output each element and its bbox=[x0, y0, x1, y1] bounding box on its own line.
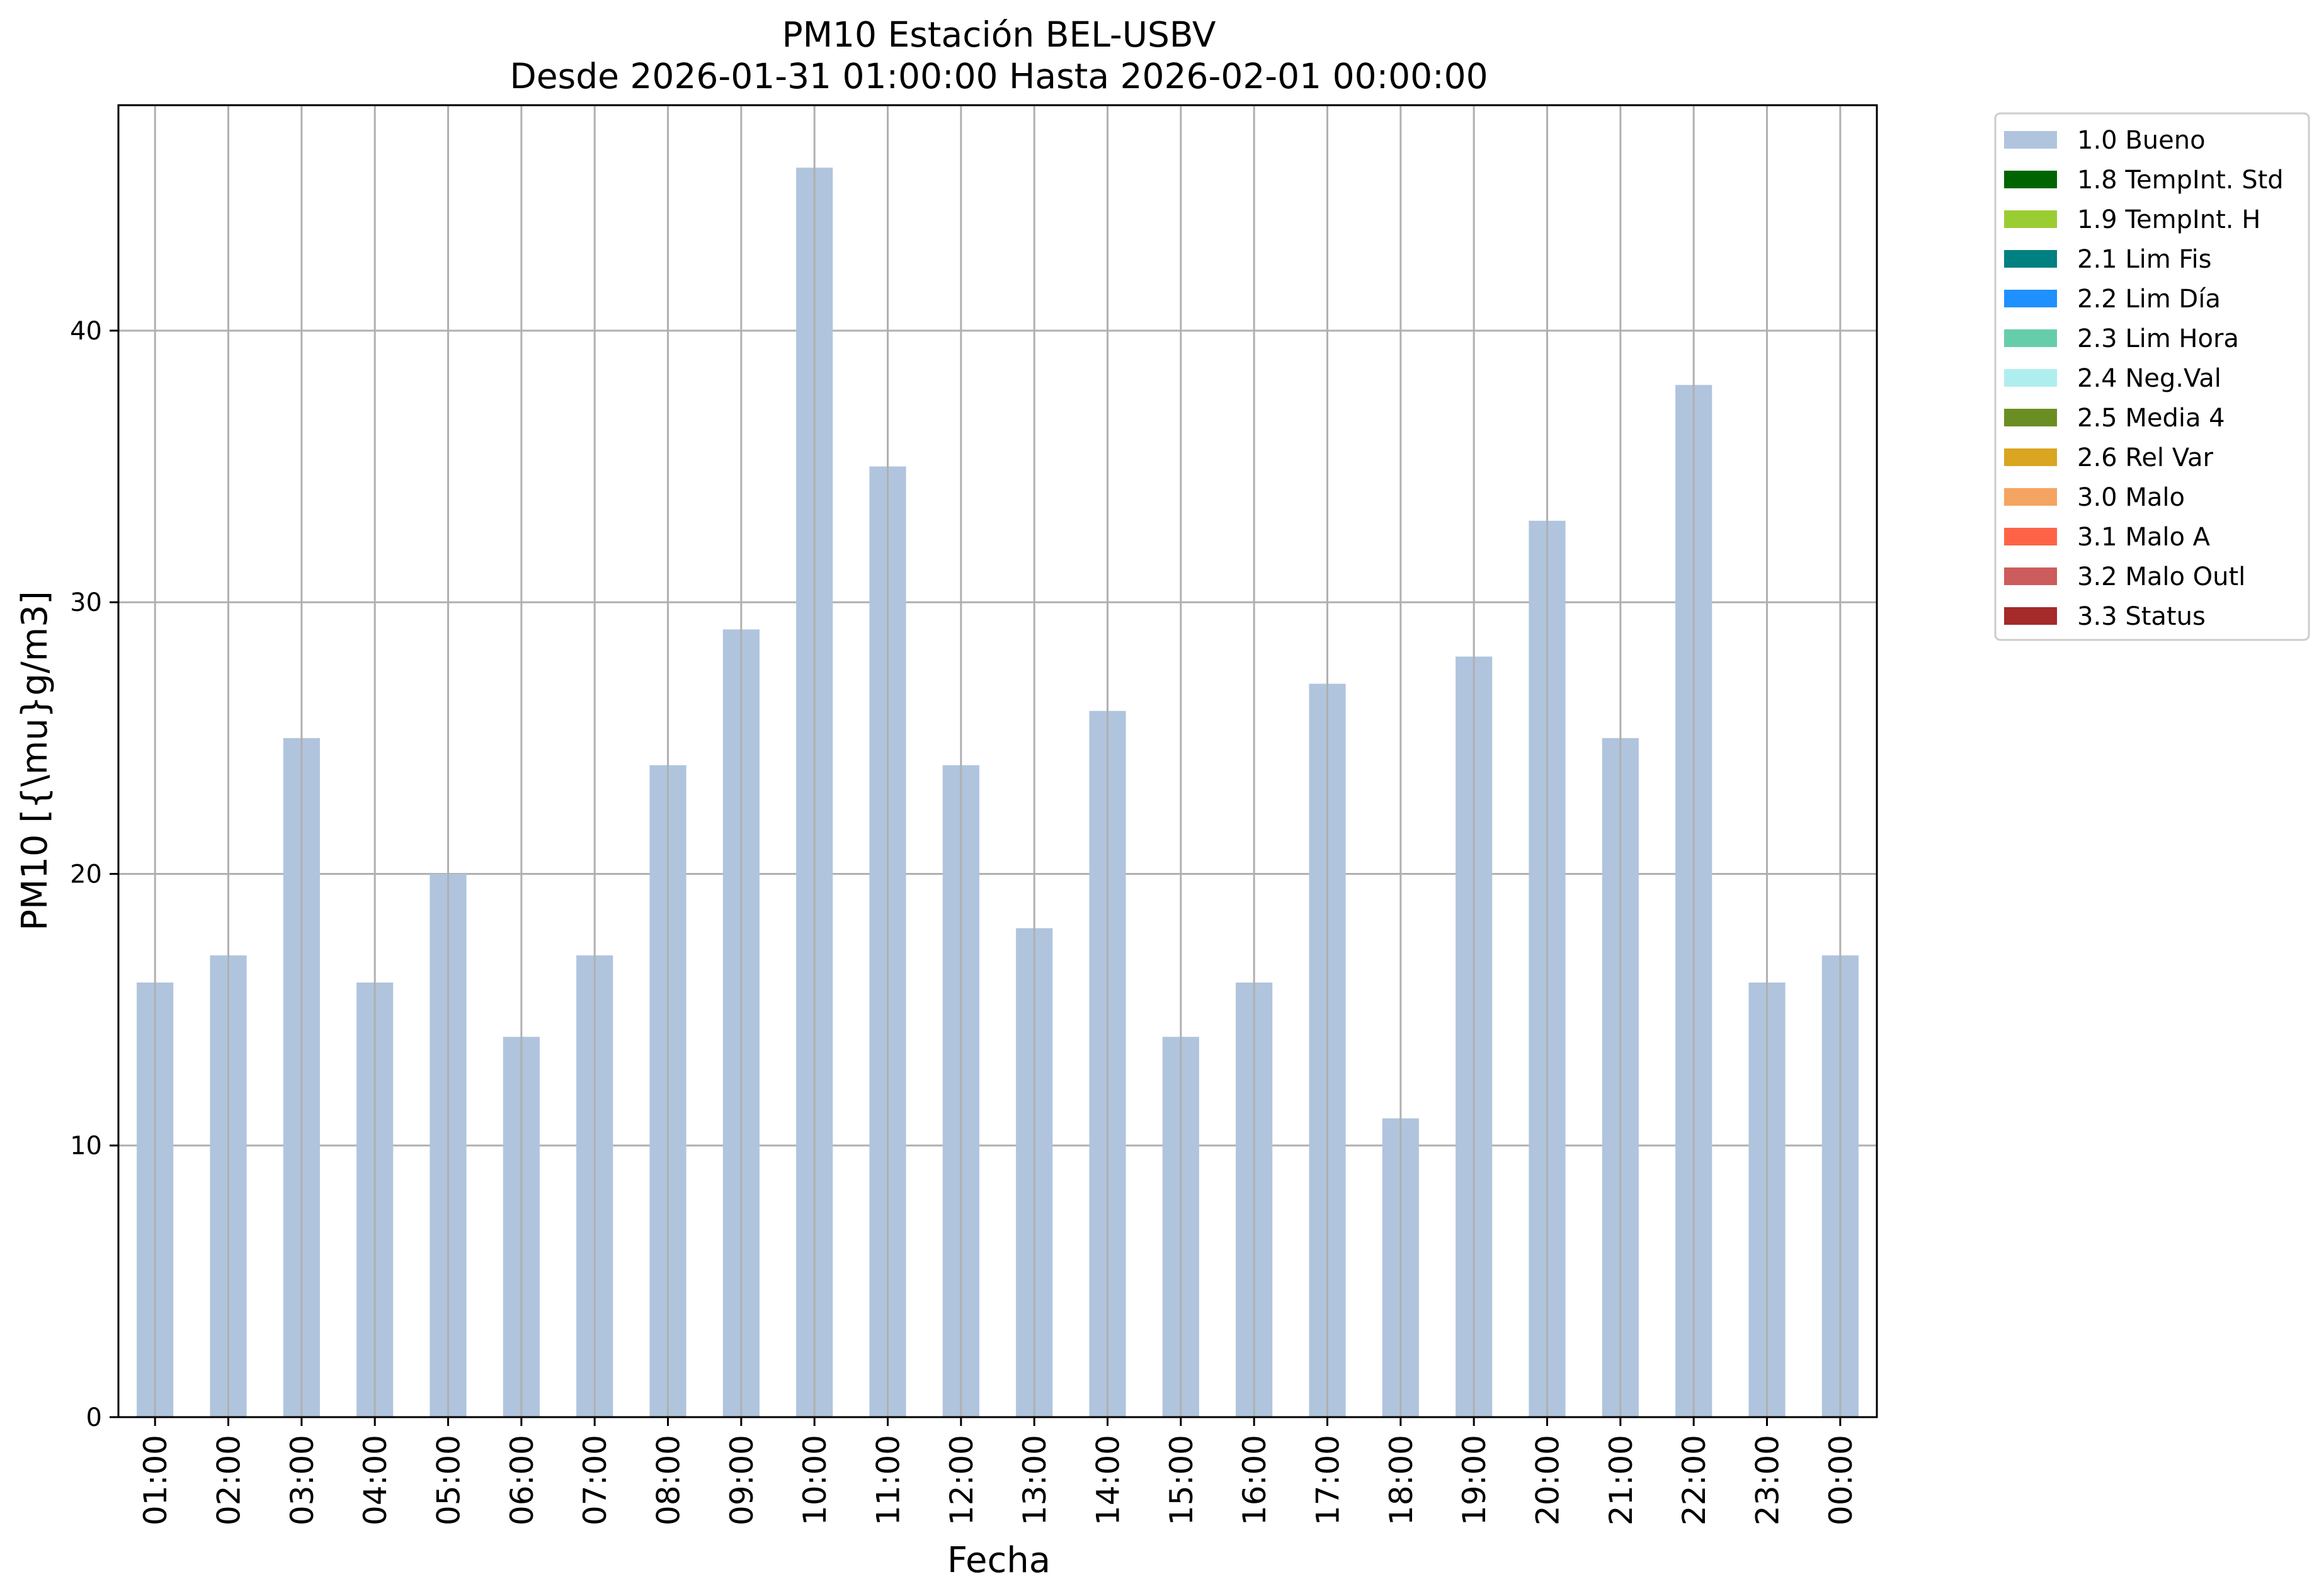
x-tick-label: 02:00 bbox=[211, 1435, 248, 1525]
legend-swatch bbox=[2004, 290, 2057, 307]
y-tick-label: 10 bbox=[70, 1132, 102, 1161]
x-tick-label: 23:00 bbox=[1750, 1435, 1786, 1525]
legend-label: 2.3 Lim Hora bbox=[2077, 324, 2239, 353]
x-tick-label: 22:00 bbox=[1676, 1435, 1712, 1525]
legend-label: 2.4 Neg.Val bbox=[2077, 364, 2221, 393]
legend-label: 2.1 Lim Fis bbox=[2077, 245, 2211, 274]
x-tick-label: 09:00 bbox=[724, 1435, 760, 1525]
x-tick-label: 11:00 bbox=[870, 1435, 907, 1525]
x-tick-label: 03:00 bbox=[284, 1435, 321, 1525]
legend-swatch bbox=[2004, 488, 2057, 506]
x-tick-label: 18:00 bbox=[1383, 1435, 1420, 1525]
y-tick-label: 40 bbox=[70, 317, 102, 346]
x-axis-label: Fecha bbox=[947, 1540, 1051, 1581]
legend-swatch bbox=[2004, 369, 2057, 387]
legend-items: 1.0 Bueno 1.8 TempInt. Std 1.9 TempInt. H 2… bbox=[2004, 126, 2284, 631]
y-tick-label: 20 bbox=[70, 860, 102, 889]
y-tick-label: 30 bbox=[70, 588, 102, 617]
x-tick-label: 04:00 bbox=[357, 1435, 394, 1525]
chart-titles: PM10 Estación BEL-USBV Desde 2026-01-31 … bbox=[510, 14, 1488, 96]
legend-label: 1.0 Bueno bbox=[2077, 126, 2206, 155]
x-tick-label: 10:00 bbox=[797, 1435, 833, 1525]
legend-swatch bbox=[2004, 210, 2057, 228]
legend-swatch bbox=[2004, 171, 2057, 188]
legend-label: 3.1 Malo A bbox=[2077, 523, 2211, 552]
legend-label: 2.6 Rel Var bbox=[2077, 443, 2214, 472]
x-tick-label: 15:00 bbox=[1163, 1435, 1200, 1525]
legend-label: 2.2 Lim Día bbox=[2077, 285, 2221, 314]
legend-label: 1.8 TempInt. Std bbox=[2077, 166, 2284, 195]
chart-title: PM10 Estación BEL-USBV bbox=[782, 14, 1216, 55]
y-ticks: 0 10 20 30 40 bbox=[70, 317, 118, 1432]
x-tick-label: 13:00 bbox=[1017, 1435, 1053, 1525]
x-tick-label: 05:00 bbox=[431, 1435, 467, 1525]
x-tick-label: 00:00 bbox=[1823, 1435, 1859, 1525]
legend-swatch bbox=[2004, 329, 2057, 347]
legend-swatch bbox=[2004, 528, 2057, 545]
legend-label: 2.5 Media 4 bbox=[2077, 404, 2225, 433]
x-tick-label: 20:00 bbox=[1530, 1435, 1566, 1525]
x-tick-label: 08:00 bbox=[651, 1435, 687, 1525]
x-tick-label: 06:00 bbox=[504, 1435, 540, 1525]
y-axis-label: PM10 [{\mu}g/m3] bbox=[14, 591, 55, 931]
x-tick-label: 16:00 bbox=[1236, 1435, 1273, 1525]
legend-swatch bbox=[2004, 607, 2057, 625]
legend-label: 1.9 TempInt. H bbox=[2077, 205, 2260, 234]
bars-layer bbox=[137, 168, 1859, 1418]
legend-swatch bbox=[2004, 131, 2057, 149]
legend-swatch bbox=[2004, 409, 2057, 426]
x-tick-label: 01:00 bbox=[137, 1435, 174, 1525]
legend-label: 3.0 Malo bbox=[2077, 483, 2185, 512]
legend-swatch bbox=[2004, 448, 2057, 466]
x-tick-label: 21:00 bbox=[1603, 1435, 1639, 1525]
legend: 1.0 Bueno 1.8 TempInt. Std 1.9 TempInt. H 2… bbox=[1994, 112, 2310, 641]
legend-label: 3.2 Malo Outl bbox=[2077, 562, 2245, 591]
x-tick-label: 12:00 bbox=[943, 1435, 980, 1525]
vertical-grid-layer bbox=[154, 105, 1842, 1417]
plot-frame bbox=[117, 104, 1878, 1418]
x-tick-label: 14:00 bbox=[1090, 1435, 1127, 1525]
x-tick-label: 07:00 bbox=[577, 1435, 613, 1525]
legend-label: 3.3 Status bbox=[2077, 602, 2206, 631]
x-tick-label: 17:00 bbox=[1310, 1435, 1347, 1525]
legend-swatch bbox=[2004, 567, 2057, 585]
legend-swatch bbox=[2004, 250, 2057, 268]
legend-frame bbox=[1994, 112, 2310, 641]
x-ticks: 01:00 02:00 03:00 04:00 05:00 06:00 07:00 08:00… bbox=[137, 1417, 1859, 1525]
x-tick-label: 19:00 bbox=[1456, 1435, 1493, 1525]
chart-subtitle: Desde 2026-01-31 01:00:00 Hasta 2026-02-… bbox=[510, 56, 1488, 96]
y-tick-label: 0 bbox=[86, 1403, 102, 1432]
